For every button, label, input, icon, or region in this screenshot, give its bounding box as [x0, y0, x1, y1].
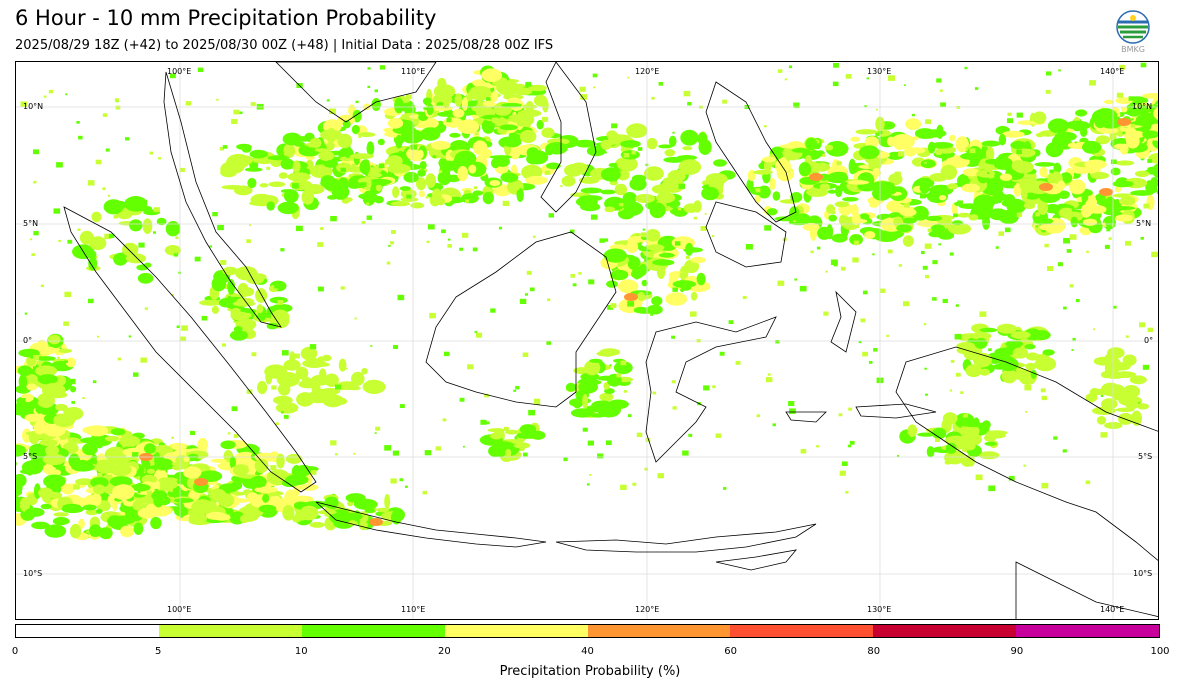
lat-label-left: 5°S: [23, 452, 38, 461]
lat-label-left: 0°: [23, 336, 33, 345]
colorbar-tick-label: 40: [581, 646, 594, 657]
coastlines: [63, 62, 1158, 619]
lon-label-top: 110°E: [401, 67, 426, 76]
lon-label-bottom: 110°E: [401, 605, 426, 614]
lat-label-right: 10°S: [1133, 569, 1153, 578]
lon-label-top: 140°E: [1100, 67, 1125, 76]
precip-areas: [16, 62, 1158, 541]
bmkg-logo-icon: BMKG: [1114, 10, 1152, 54]
colorbar-segment: [158, 625, 302, 637]
logo-text: BMKG: [1121, 45, 1145, 54]
lon-label-bottom: 100°E: [167, 605, 192, 614]
lat-label-right: 5°N: [1136, 219, 1152, 228]
colorbar-segment: [587, 625, 731, 637]
lat-label-right: 5°S: [1138, 452, 1153, 461]
lat-label-right: 0°: [1144, 336, 1154, 345]
colorbar-tick-label: 20: [438, 646, 451, 657]
precipitation-map: [16, 62, 1158, 619]
colorbar-tick-label: 0: [11, 646, 19, 657]
graticule: [16, 62, 1158, 619]
lat-label-left: 10°N: [23, 102, 44, 111]
colorbar-tick-label: 60: [724, 646, 737, 657]
lon-label-bottom: 130°E: [867, 605, 892, 614]
lon-label-bottom: 120°E: [635, 605, 660, 614]
colorbar-tick-label: 5: [154, 646, 162, 657]
lat-label-right: 10°N: [1132, 102, 1153, 111]
chart-subtitle: 2025/08/29 18Z (+42) to 2025/08/30 00Z (…: [15, 38, 554, 53]
chart-title: 6 Hour - 10 mm Precipitation Probability: [15, 6, 437, 30]
colorbar-segment: [873, 625, 1017, 637]
colorbar-tick-label: 90: [1010, 646, 1024, 657]
colorbar-title: Precipitation Probability (%): [499, 664, 681, 679]
lat-label-left: 5°N: [23, 219, 39, 228]
colorbar-segment: [16, 625, 159, 637]
colorbar-segment: [444, 625, 588, 637]
lat-label-left: 10°S: [23, 569, 43, 578]
lon-label-bottom: 140°E: [1100, 605, 1125, 614]
colorbar-tick-label: 10: [294, 646, 308, 657]
colorbar-tick-label: 80: [867, 646, 881, 657]
colorbar-tick-label: 100: [1150, 646, 1170, 657]
colorbar: [15, 624, 1160, 638]
colorbar-segment: [730, 625, 874, 637]
colorbar-segment: [301, 625, 445, 637]
lon-label-top: 120°E: [635, 67, 660, 76]
lon-label-top: 130°E: [867, 67, 892, 76]
map-panel: 100°E 110°E 120°E 130°E 140°E 100°E 110°…: [15, 61, 1159, 620]
lon-label-top: 100°E: [167, 67, 192, 76]
colorbar-segment: [1016, 625, 1159, 637]
